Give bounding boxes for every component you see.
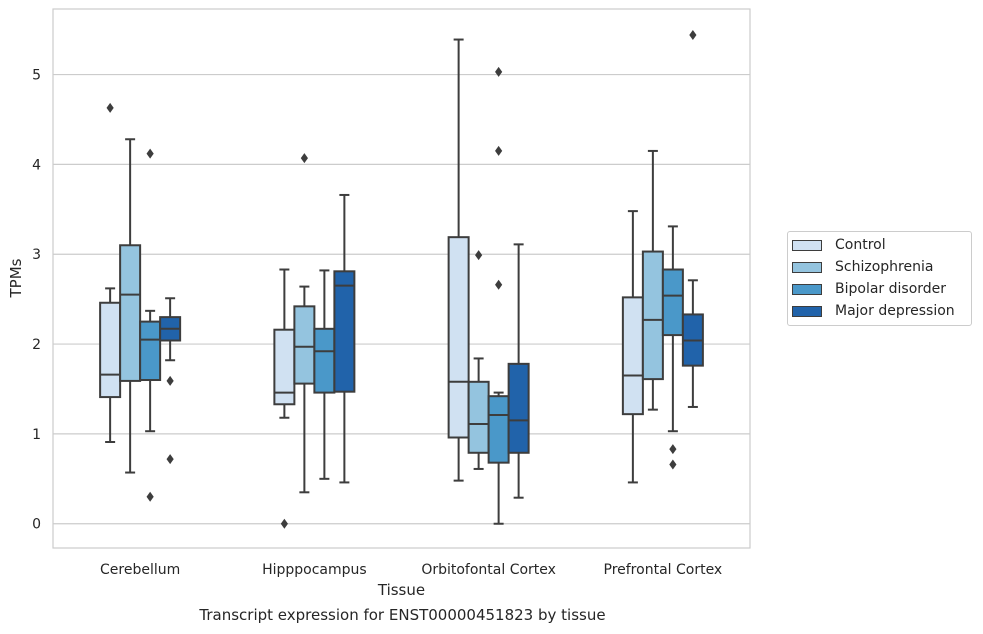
- outlier-marker: [146, 491, 154, 502]
- box-groups: [99, 30, 704, 529]
- box-schizophrenia: [293, 153, 316, 494]
- box-bipolar-disorder: [487, 66, 510, 525]
- y-tick-label: 5: [32, 68, 41, 84]
- iqr-box: [293, 305, 316, 385]
- box-bipolar-disorder: [313, 269, 336, 480]
- legend-item-schizophrenia: Schizophrenia: [792, 256, 933, 278]
- x-tick-label: Cerebellum: [100, 562, 180, 578]
- box-bipolar-disorder: [661, 225, 684, 470]
- x-tick-label: Orbitofontal Cortex: [421, 562, 556, 578]
- legend-swatch: [792, 239, 822, 251]
- outlier-marker: [146, 148, 154, 159]
- iqr-box: [99, 301, 122, 399]
- legend-item-bipolar-disorder: Bipolar disorder: [792, 278, 946, 300]
- legend-item-major-depression: Major depression: [792, 300, 955, 322]
- outlier-marker: [475, 250, 483, 261]
- iqr-box: [333, 270, 356, 393]
- box-control: [273, 268, 296, 529]
- y-tick-label: 2: [32, 337, 41, 353]
- box-schizophrenia: [641, 149, 664, 411]
- y-tick-label: 0: [32, 517, 41, 533]
- outlier-marker: [166, 375, 174, 386]
- iqr-box: [507, 362, 530, 454]
- box-major-depression: [159, 297, 182, 465]
- legend-item-control: Control: [792, 234, 886, 256]
- iqr-box: [487, 395, 510, 464]
- iqr-box: [467, 380, 490, 454]
- outlier-marker: [280, 518, 288, 529]
- iqr-box: [313, 327, 336, 394]
- chart-caption: Transcript expression for ENST0000045182…: [199, 606, 606, 624]
- x-tick-label: Hipppocampus: [262, 562, 367, 578]
- legend-label: Bipolar disorder: [835, 281, 947, 297]
- y-axis-title: TPMs: [7, 258, 25, 298]
- box-major-depression: [681, 30, 704, 408]
- legend-label: Major depression: [835, 303, 955, 319]
- legend-swatch: [792, 283, 822, 295]
- y-tick-label: 1: [32, 427, 41, 443]
- iqr-box: [641, 250, 664, 381]
- legend-swatch: [792, 261, 822, 273]
- box-bipolar-disorder: [139, 148, 162, 502]
- box-control: [621, 210, 644, 484]
- outlier-marker: [166, 454, 174, 465]
- x-tick-label: Prefrontal Cortex: [604, 562, 723, 578]
- box-major-depression: [507, 243, 530, 499]
- y-tick-label: 3: [32, 247, 41, 263]
- iqr-box: [621, 296, 644, 416]
- outlier-marker: [669, 444, 677, 455]
- outlier-marker: [495, 279, 503, 290]
- legend-label: Schizophrenia: [835, 259, 934, 275]
- outlier-marker: [106, 102, 114, 113]
- outlier-marker: [300, 153, 308, 164]
- box-control: [99, 102, 122, 443]
- plot-frame: [52, 8, 751, 549]
- legend-label: Control: [835, 237, 886, 253]
- legend-swatch: [792, 305, 822, 317]
- outlier-marker: [669, 459, 677, 470]
- iqr-box: [139, 320, 162, 382]
- box-control: [447, 38, 470, 482]
- box-major-depression: [333, 193, 356, 484]
- iqr-box: [119, 244, 142, 382]
- legend: Control Schizophrenia Bipolar disorder M…: [787, 231, 972, 326]
- box-schizophrenia: [467, 250, 490, 470]
- x-axis-title: Tissue: [377, 581, 425, 599]
- box-schizophrenia: [119, 138, 142, 474]
- y-axis-ticks: 0 1 2 3 4 5: [32, 68, 41, 533]
- x-axis-ticks: Cerebellum Hipppocampus Orbitofontal Corte…: [100, 562, 722, 578]
- y-tick-label: 4: [32, 157, 41, 173]
- outlier-marker: [689, 30, 697, 41]
- outlier-marker: [495, 66, 503, 77]
- outlier-marker: [495, 145, 503, 156]
- iqr-box: [661, 268, 684, 337]
- iqr-box: [447, 236, 470, 439]
